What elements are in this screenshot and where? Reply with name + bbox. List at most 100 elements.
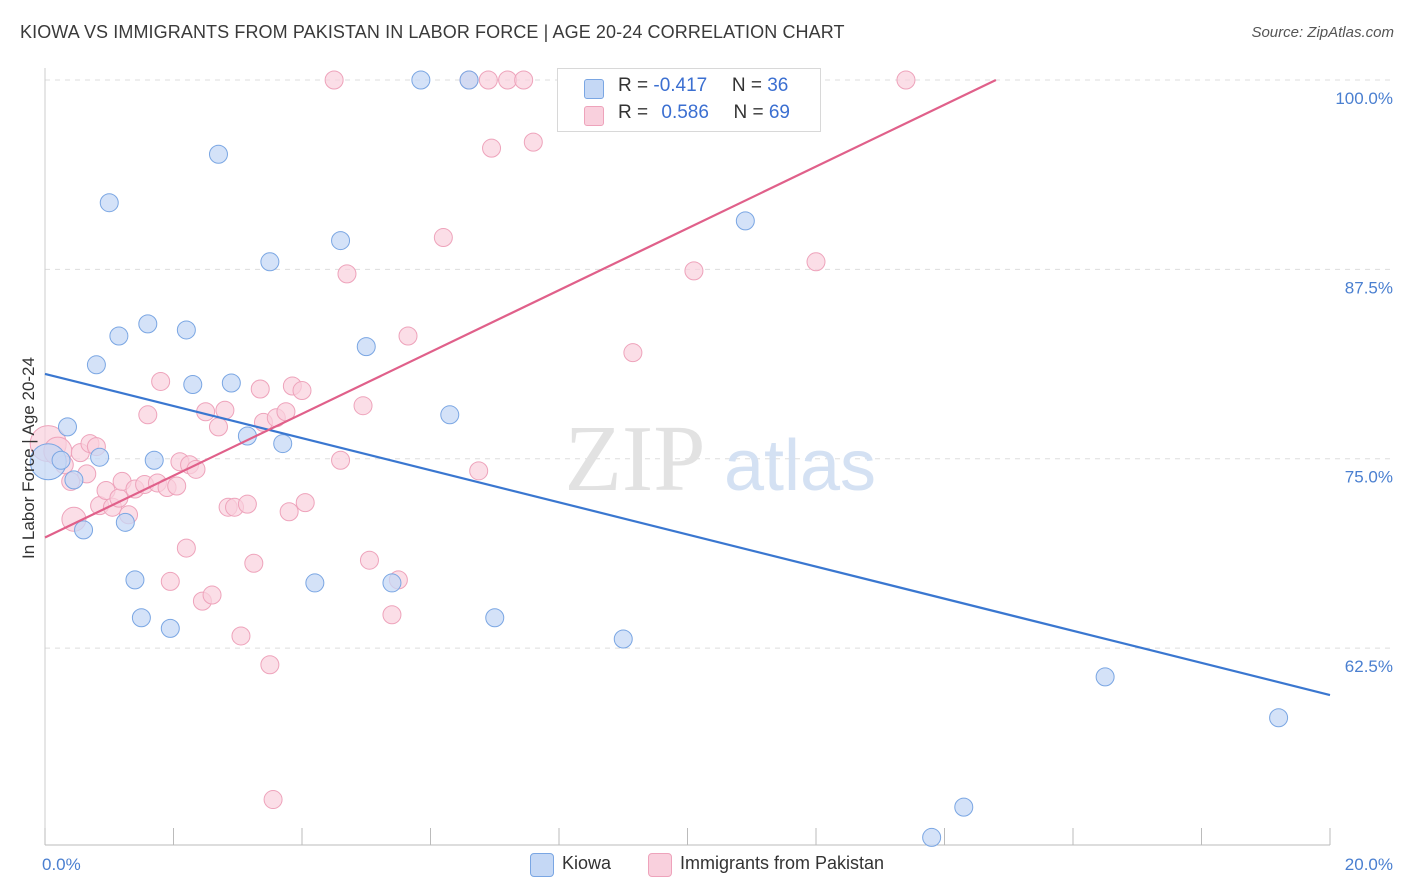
watermark-zip: ZIP <box>565 407 706 511</box>
kiowa-r-value: -0.417 <box>653 75 708 96</box>
watermark-atlas: atlas <box>724 426 876 506</box>
y-tick-label: 100.0% <box>1335 89 1393 108</box>
pakistan-point <box>684 261 704 281</box>
kiowa-point <box>922 827 942 847</box>
pakistan-point <box>292 381 312 401</box>
pakistan-point <box>514 70 534 90</box>
kiowa-legend-label: Kiowa <box>562 853 612 873</box>
kiowa-point <box>131 608 151 628</box>
kiowa-point <box>273 434 293 454</box>
chart-title: KIOWA VS IMMIGRANTS FROM PAKISTAN IN LAB… <box>20 22 845 42</box>
x-tick-label: 0.0% <box>42 855 81 874</box>
kiowa-point <box>954 797 974 817</box>
pakistan-point <box>160 571 180 591</box>
kiowa-point <box>86 355 106 375</box>
pakistan-point <box>523 132 543 152</box>
kiowa-point <box>613 629 633 649</box>
kiowa-point <box>51 450 71 470</box>
kiowa-point <box>735 211 755 231</box>
pakistan-point <box>260 655 280 675</box>
kiowa-point <box>125 570 145 590</box>
pakistan-point <box>482 138 502 158</box>
source-note: Source: ZipAtlas.com <box>1251 24 1394 41</box>
pakistan-point <box>469 461 489 481</box>
pakistan-point <box>359 550 379 570</box>
pakistan-point <box>623 343 643 363</box>
kiowa-point <box>382 573 402 593</box>
kiowa-point <box>109 326 129 346</box>
pakistan-point <box>279 502 299 522</box>
pakistan-point <box>167 476 187 496</box>
pakistan-point <box>151 371 171 391</box>
kiowa-point <box>485 608 505 628</box>
kiowa-point <box>208 144 228 164</box>
kiowa-legend-swatch <box>530 853 554 877</box>
kiowa-point <box>1269 708 1289 728</box>
y-axis-label: In Labor Force | Age 20-24 <box>19 357 38 559</box>
kiowa-point <box>57 417 77 437</box>
pakistan-n-value: 69 <box>768 102 790 123</box>
pakistan-legend-swatch <box>648 853 672 877</box>
trend-lines <box>44 79 1331 697</box>
pakistan-point <box>896 70 916 90</box>
watermark: ZIP atlas <box>565 407 877 511</box>
y-tick-label: 87.5% <box>1345 278 1393 297</box>
pakistan-point <box>176 538 196 558</box>
tick-labels: 62.5% 75.0% 87.5% 100.0% 0.0% 20.0% <box>42 89 1393 874</box>
pakistan-point <box>231 626 251 646</box>
pakistan-point <box>433 228 453 248</box>
kiowa-point <box>1095 667 1115 687</box>
pakistan-point <box>382 605 402 625</box>
kiowa-point <box>160 618 180 638</box>
pakistan-point <box>337 264 357 284</box>
pakistan-point <box>353 396 373 416</box>
kiowa-point <box>183 374 203 394</box>
pakistan-point <box>208 417 228 437</box>
pakistan-r-label: R = <box>618 102 654 123</box>
kiowa-point <box>90 447 110 467</box>
pakistan-point <box>250 379 270 399</box>
kiowa-point <box>440 405 460 425</box>
pakistan-n-label: N = <box>733 102 769 123</box>
kiowa-trend-line <box>44 372 1331 697</box>
x-tick-label: 20.0% <box>1345 855 1393 874</box>
kiowa-point <box>411 70 431 90</box>
kiowa-point <box>176 320 196 340</box>
y-tick-label: 75.0% <box>1345 468 1393 487</box>
kiowa-point <box>74 520 94 540</box>
pakistan-legend-label: Immigrants from Pakistan <box>680 853 885 873</box>
pakistan-r-value: 0.586 <box>661 102 709 123</box>
kiowa-point <box>64 470 84 490</box>
pakistan-point <box>138 405 158 425</box>
kiowa-swatch <box>584 79 604 99</box>
kiowa-points <box>29 70 1289 847</box>
pakistan-point <box>263 790 283 810</box>
pakistan-point <box>331 450 351 470</box>
kiowa-n-label: N = <box>731 75 768 96</box>
kiowa-point <box>305 573 325 593</box>
pakistan-point <box>324 70 344 90</box>
y-tick-label: 62.5% <box>1345 657 1393 676</box>
kiowa-point <box>99 193 119 213</box>
pakistan-trend-line <box>44 79 997 539</box>
pakistan-point <box>498 70 518 90</box>
kiowa-r-label: R = <box>618 75 654 96</box>
stats-legend: R = -0.417 N = 36 R = 0.586 N = 69 <box>557 68 821 132</box>
kiowa-point <box>459 70 479 90</box>
pakistan-swatch <box>584 106 604 126</box>
pakistan-point <box>237 494 257 514</box>
pakistan-point <box>398 326 418 346</box>
pakistan-point <box>202 585 222 605</box>
kiowa-n-value: 36 <box>767 75 789 96</box>
kiowa-point <box>144 450 164 470</box>
kiowa-point <box>260 252 280 272</box>
pakistan-point <box>478 70 498 90</box>
kiowa-point <box>115 512 135 532</box>
kiowa-point <box>138 314 158 334</box>
kiowa-point <box>331 231 351 251</box>
kiowa-point <box>356 337 376 357</box>
pakistan-point <box>244 553 264 573</box>
pakistan-point <box>806 252 826 272</box>
kiowa-point <box>221 373 241 393</box>
